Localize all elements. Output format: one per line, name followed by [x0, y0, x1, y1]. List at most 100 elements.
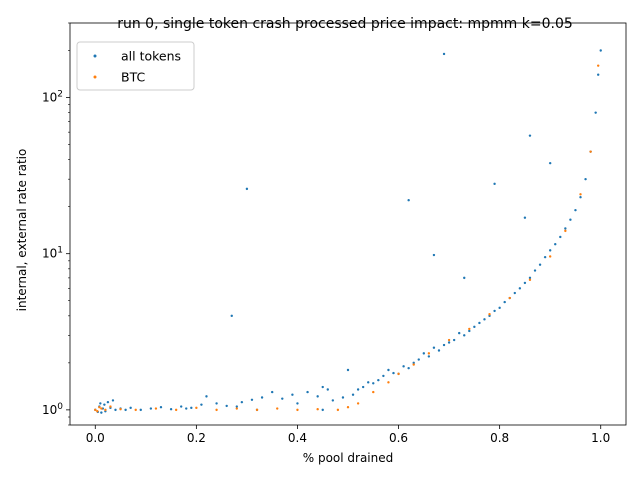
y-tick-label-1: 101: [42, 246, 63, 261]
data-point-all-tokens-78: [548, 249, 552, 252]
data-point-all-tokens-89: [599, 49, 602, 52]
data-point-btc-3: [100, 407, 103, 410]
legend-marker-0: [93, 54, 97, 58]
data-point-all-tokens-96: [432, 253, 436, 257]
data-point-all-tokens-85: [584, 177, 587, 181]
data-point-all-tokens-82: [569, 218, 572, 221]
data-point-btc-19: [356, 402, 360, 405]
data-point-btc-16: [316, 407, 319, 411]
data-point-all-tokens-19: [190, 406, 193, 410]
data-point-all-tokens-67: [493, 309, 496, 313]
data-point-all-tokens-57: [442, 343, 446, 347]
data-point-all-tokens-22: [215, 402, 218, 405]
y-tick-base-1: 10: [42, 247, 57, 261]
data-point-btc-33: [589, 150, 592, 153]
data-point-btc-15: [296, 408, 299, 412]
x-axis: 0.0 0.2 0.4 0.6 0.8 1.0: [86, 425, 610, 445]
data-point-btc-32: [579, 193, 582, 196]
data-point-btc-17: [336, 408, 340, 412]
data-point-all-tokens-41: [361, 385, 365, 389]
data-point-btc-10: [195, 406, 198, 410]
data-point-all-tokens-34: [321, 385, 324, 389]
data-point-all-tokens-55: [432, 346, 436, 349]
data-point-all-tokens-80: [559, 235, 562, 239]
data-point-btc-13: [255, 408, 259, 412]
data-point-all-tokens-26: [250, 398, 254, 401]
data-point-all-tokens-8: [106, 400, 110, 404]
data-point-all-tokens-47: [392, 371, 395, 375]
data-point-btc-29: [528, 278, 532, 282]
data-point-all-tokens-30: [291, 393, 294, 396]
data-point-all-tokens-49: [402, 365, 405, 368]
data-point-all-tokens-74: [528, 276, 532, 280]
data-point-all-tokens-52: [417, 358, 420, 361]
data-point-all-tokens-59: [452, 338, 456, 342]
data-point-btc-9: [174, 408, 178, 412]
data-point-btc-23: [412, 363, 415, 366]
data-point-all-tokens-79: [554, 243, 557, 246]
data-point-btc-26: [468, 327, 471, 331]
data-point-all-tokens-37: [341, 396, 345, 399]
data-point-btc-30: [548, 255, 552, 258]
y-tick-label-0: 100: [42, 402, 63, 417]
data-point-all-tokens-16: [159, 406, 163, 409]
data-point-all-tokens-33: [316, 395, 319, 398]
y-tick-exponent-0: 0: [57, 402, 63, 412]
data-point-btc-21: [387, 381, 390, 384]
data-point-all-tokens-99: [523, 216, 527, 219]
data-point-all-tokens-4: [100, 411, 103, 414]
data-point-all-tokens-75: [533, 269, 537, 272]
data-point-all-tokens-29: [281, 397, 284, 400]
data-point-all-tokens-64: [478, 321, 481, 325]
data-point-all-tokens-28: [270, 390, 274, 394]
data-point-all-tokens-100: [185, 407, 188, 410]
data-point-btc-7: [134, 408, 137, 412]
data-point-btc-20: [372, 390, 375, 394]
data-point-all-tokens-103: [321, 408, 324, 412]
legend-label-1: BTC: [121, 70, 145, 85]
data-point-all-tokens-23: [225, 404, 228, 408]
data-point-all-tokens-87: [594, 111, 597, 114]
legend-marker-1: [93, 75, 97, 79]
data-point-all-tokens-58: [447, 341, 451, 344]
data-point-all-tokens-45: [382, 374, 385, 378]
data-point-all-tokens-101: [124, 408, 127, 412]
data-point-all-tokens-93: [407, 199, 410, 202]
y-axis-label: internal, external rate ratio: [15, 149, 29, 312]
data-point-btc-22: [397, 372, 400, 376]
data-point-all-tokens-25: [240, 400, 244, 404]
data-point-all-tokens-27: [260, 396, 264, 399]
data-point-all-tokens-24: [235, 405, 238, 408]
x-tick-label-3: 0.6: [389, 431, 408, 445]
data-point-all-tokens-60: [458, 331, 461, 335]
data-point-all-tokens-13: [129, 406, 132, 410]
data-point-btc-31: [564, 229, 567, 233]
data-point-all-tokens-46: [387, 368, 390, 372]
y-tick-label-2: 102: [42, 90, 63, 105]
data-point-btc-14: [276, 407, 279, 410]
data-point-all-tokens-38: [346, 368, 350, 372]
data-point-all-tokens-91: [230, 314, 233, 318]
data-point-all-tokens-20: [200, 403, 203, 406]
x-tick-label-2: 0.4: [288, 431, 307, 445]
data-point-all-tokens-83: [574, 208, 577, 212]
plot-frame: [69, 22, 627, 426]
data-point-btc-8: [154, 407, 158, 410]
data-point-all-tokens-10: [111, 399, 115, 402]
data-point-btc-27: [488, 312, 491, 316]
data-point-all-tokens-15: [149, 407, 153, 410]
data-point-all-tokens-6: [103, 403, 106, 406]
data-point-all-tokens-94: [493, 182, 496, 186]
data-point-all-tokens-66: [488, 314, 491, 318]
y-tick-base-0: 10: [42, 403, 57, 417]
chart-title: run 0, single token crash processed pric…: [117, 16, 573, 32]
data-point-btc-6: [119, 407, 122, 411]
x-tick-label-1: 0.2: [187, 431, 206, 445]
x-tick-label-0: 0.0: [86, 431, 105, 445]
x-tick-label-4: 0.8: [490, 431, 509, 445]
y-tick-exponent-2: 2: [57, 90, 63, 100]
data-point-all-tokens-68: [498, 306, 501, 310]
data-point-btc-0: [94, 408, 97, 412]
data-point-all-tokens-73: [523, 281, 527, 285]
